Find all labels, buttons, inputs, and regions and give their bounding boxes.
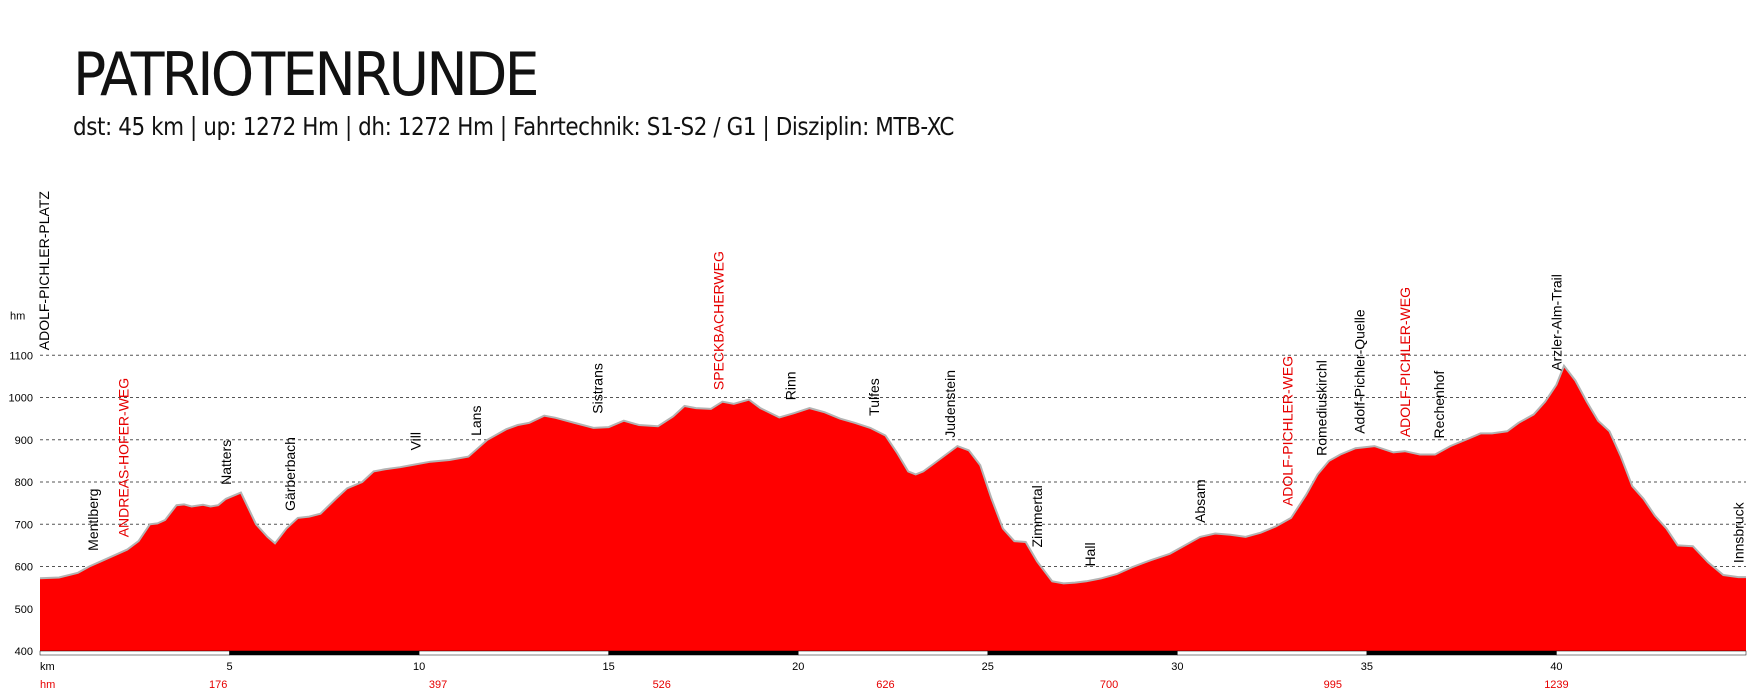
y-tick-label: 1000: [9, 393, 33, 405]
elevation-outline: [39, 363, 1746, 585]
waypoint-label: Zimmertal: [1029, 485, 1045, 547]
waypoint-label: Judenstein: [942, 370, 958, 438]
axes: 400 500 600 700 800 900 1000 1100 hm km 5 10 15 20 25 3…: [9, 310, 1747, 691]
y-tick-label: 400: [15, 646, 33, 658]
ascent-value: 526: [653, 679, 671, 691]
y-tick-label: 600: [15, 562, 33, 574]
x-tick-label: 20: [792, 661, 804, 673]
ascent-value: 176: [209, 679, 227, 691]
waypoint-label: Rechenhof: [1431, 371, 1447, 439]
waypoint-label: Adolf-Pichler-Quelle: [1351, 309, 1367, 434]
y-tick-label: 900: [15, 435, 33, 447]
route-summary: dst: 45 km | up: 1272 Hm | dh: 1272 Hm |…: [73, 112, 955, 141]
km-scale-segment: [1366, 650, 1557, 656]
waypoint-label: Arzler-Alm-Trail: [1548, 274, 1564, 371]
x-tick-label: 25: [982, 661, 994, 673]
km-scale-segment: [987, 650, 1178, 656]
waypoint-label: Mentlberg: [85, 489, 101, 551]
ascent-value: 397: [429, 679, 447, 691]
waypoint-label: Tulfes: [866, 378, 882, 416]
km-scale-segment: [229, 650, 420, 656]
ascent-value: 1239: [1544, 679, 1568, 691]
waypoint-label: ANDREAS-HOFER-WEG: [115, 378, 131, 537]
ascent-value: 626: [876, 679, 894, 691]
km-scale-segment: [608, 650, 799, 656]
waypoint-label: Absam: [1192, 479, 1208, 523]
waypoint-label: Natters: [218, 440, 234, 485]
x-tick-label: 30: [1171, 661, 1183, 673]
y-tick-label: 1100: [9, 350, 33, 362]
waypoint-label: Lans: [468, 406, 484, 436]
x-tick-label: 35: [1361, 661, 1373, 673]
ascent-value: 995: [1324, 679, 1342, 691]
waypoint-label: SPECKBACHERWEG: [711, 251, 727, 390]
y-axis-label: hm: [10, 310, 25, 322]
x-axis-label: km: [40, 661, 55, 673]
y-tick-label: 800: [15, 477, 33, 489]
waypoint-label: Gärberbach: [282, 437, 298, 511]
km-scale-segment: [39, 650, 230, 656]
waypoint-label: ADOLF-PICHLER-WEG: [1397, 287, 1413, 437]
waypoint-label: Vill: [407, 432, 423, 450]
x-tick-label: 40: [1550, 661, 1562, 673]
x-tick-label: 10: [413, 661, 425, 673]
waypoint-label: ADOLF-PICHLER-WEG: [1279, 356, 1295, 506]
x-tick-label: 15: [603, 661, 615, 673]
waypoint-label: ADOLF-PICHLER-PLATZ: [36, 191, 52, 351]
waypoint-label: Romediuskirchl: [1313, 360, 1329, 456]
km-scale-segment: [1556, 650, 1747, 656]
page-title: PATRIOTENRUNDE: [73, 40, 539, 110]
ascent-value: 700: [1100, 679, 1118, 691]
y-tick-label: 700: [15, 519, 33, 531]
x-tick-label: 5: [226, 661, 232, 673]
km-scale-segment: [418, 650, 609, 656]
waypoint-label: Rinn: [783, 371, 799, 400]
elevation-fill: [40, 365, 1746, 651]
elevation-area: [39, 363, 1746, 651]
waypoint-label: Innsbruck: [1730, 501, 1746, 563]
y-tick-label: 500: [15, 604, 33, 616]
waypoint-labels: ADOLF-PICHLER-PLATZ Mentlberg ANDREAS-HOFE…: [36, 191, 1747, 567]
waypoint-label: Hall: [1082, 542, 1098, 566]
km-scale-segment: [797, 650, 989, 656]
ascent-row-label: hm: [40, 679, 55, 691]
km-scale-segment: [1177, 650, 1368, 656]
waypoint-label: Sistrans: [589, 363, 605, 414]
